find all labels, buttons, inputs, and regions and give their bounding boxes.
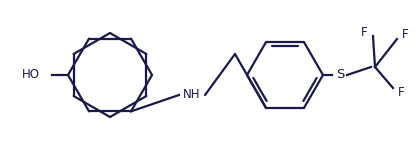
Text: F: F <box>362 26 368 39</box>
Text: NH: NH <box>183 88 201 102</box>
Text: HO: HO <box>22 69 40 81</box>
Text: S: S <box>336 69 344 81</box>
Text: F: F <box>402 28 409 42</box>
Text: F: F <box>398 85 405 99</box>
